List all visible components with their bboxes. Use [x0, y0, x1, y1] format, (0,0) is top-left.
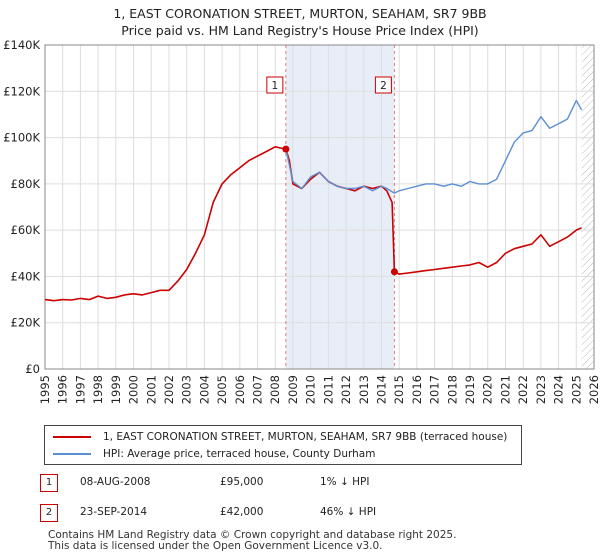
chart-title-line2: Price paid vs. HM Land Registry's House … [121, 23, 479, 38]
transaction-date: 08-AUG-2008 [80, 476, 151, 488]
x-tick-label: 2013 [357, 375, 371, 404]
legend-label-hpi: HPI: Average price, terraced house, Coun… [103, 448, 376, 460]
x-tick-label: 2022 [516, 375, 530, 404]
x-tick-label: 1996 [56, 375, 70, 404]
sale-point [282, 145, 290, 153]
price-chart: £0 £20K £40K £60K £80K £100K £120K £140K 1995 199… [3, 38, 600, 404]
y-tick-label: £120K [3, 84, 40, 98]
legend-item-hpi: HPI: Average price, terraced house, Coun… [53, 446, 375, 462]
x-tick-label: 2007 [251, 375, 265, 404]
legend-swatch-property [53, 436, 91, 438]
x-tick-label: 2005 [215, 375, 229, 404]
x-tick-label: 2010 [304, 375, 318, 404]
annotation-label: 2 [380, 80, 387, 92]
x-tick-label: 2026 [587, 375, 600, 404]
x-tick-label: 2017 [428, 375, 442, 404]
legend: 1, EAST CORONATION STREET, MURTON, SEAHA… [44, 425, 522, 465]
x-tick-label: 1995 [38, 375, 52, 404]
x-tick-label: 1997 [73, 375, 87, 404]
x-tick-label: 2000 [127, 375, 141, 404]
x-tick-label: 2020 [481, 375, 495, 404]
transaction-date: 23-SEP-2014 [80, 506, 148, 518]
sale-point [390, 268, 398, 276]
y-tick-label: £80K [11, 177, 41, 191]
x-tick-label: 1999 [109, 375, 123, 404]
legend-item-property: 1, EAST CORONATION STREET, MURTON, SEAHA… [53, 429, 507, 445]
annotation-box [374, 76, 392, 94]
transaction-marker: 1 [40, 474, 58, 492]
legend-label-property: 1, EAST CORONATION STREET, MURTON, SEAHA… [103, 431, 508, 443]
series-line-hpi [285, 99, 583, 194]
series-line-property [44, 146, 582, 302]
chart-title-line1: 1, EAST CORONATION STREET, MURTON, SEAHA… [113, 6, 487, 21]
x-tick-label: 2011 [321, 375, 335, 404]
transaction-hpi-diff: 1% ↓ HPI [320, 476, 370, 488]
x-tick-label: 2014 [374, 375, 388, 404]
annotation-box [266, 76, 284, 94]
x-tick-label: 2002 [162, 375, 176, 404]
legend-swatch-hpi [53, 453, 91, 455]
x-tick-label: 2008 [268, 375, 282, 404]
y-tick-label: £20K [11, 316, 41, 330]
x-tick-label: 2004 [197, 375, 211, 404]
x-tick-label: 2023 [534, 375, 548, 404]
annotation-label: 1 [272, 80, 279, 92]
y-tick-label: £100K [3, 131, 40, 145]
footer: Contains HM Land Registry data © Crown c… [48, 530, 456, 552]
y-tick-label: £60K [11, 223, 41, 237]
shaded-period [285, 45, 395, 369]
transaction-marker: 2 [40, 504, 58, 522]
y-tick-label: £40K [11, 269, 41, 283]
transaction-price: £95,000 [220, 476, 264, 488]
x-tick-label: 2021 [498, 375, 512, 404]
y-tick-label: £0 [25, 362, 40, 376]
x-tick-label: 1998 [91, 375, 105, 404]
projection-hatch [581, 45, 594, 369]
x-tick-label: 2001 [144, 375, 158, 404]
x-tick-label: 2003 [180, 375, 194, 404]
plot-frame [44, 44, 595, 370]
x-tick-label: 2018 [445, 375, 459, 404]
y-tick-label: £140K [3, 38, 40, 52]
footer-copyright: Contains HM Land Registry data © Crown c… [48, 529, 457, 541]
x-tick-label: 2012 [339, 375, 353, 404]
x-tick-label: 2015 [392, 375, 406, 404]
footer-licence: This data is licensed under the Open Gov… [48, 540, 383, 552]
x-tick-label: 2025 [569, 375, 583, 404]
x-tick-label: 2006 [233, 375, 247, 404]
x-tick-label: 2009 [286, 375, 300, 404]
x-tick-label: 2016 [410, 375, 424, 404]
x-tick-label: 2024 [552, 375, 566, 404]
transaction-price: £42,000 [220, 506, 264, 518]
transaction-hpi-diff: 46% ↓ HPI [320, 506, 377, 518]
x-tick-label: 2019 [463, 375, 477, 404]
